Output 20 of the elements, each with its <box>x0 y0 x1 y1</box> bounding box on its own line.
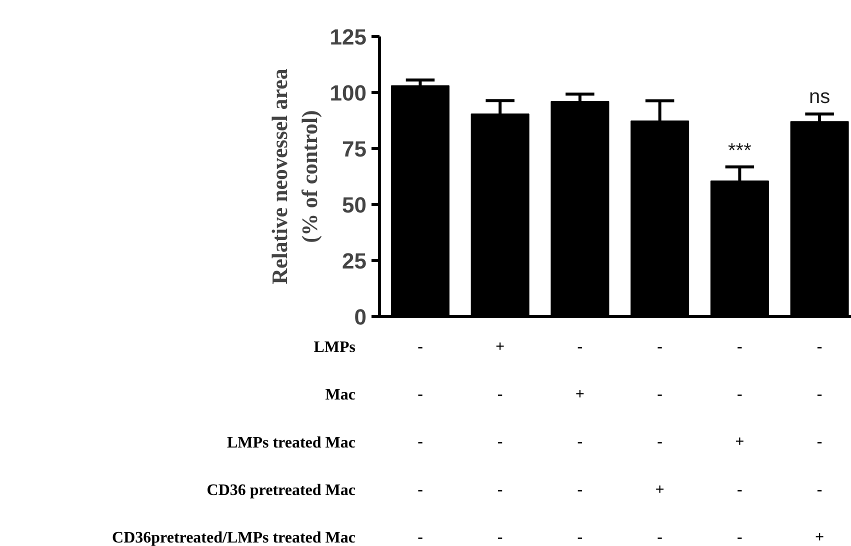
y-tick-label: 125 <box>330 24 367 50</box>
text: Mac <box>325 386 356 404</box>
y-axis-title: Relative neovessel area (% of control) <box>266 68 322 284</box>
category-label: - - - - - <box>418 338 423 546</box>
y-tick-label: 0 <box>354 304 367 330</box>
category-label: - + - - - <box>575 338 585 546</box>
category-label: - - + - - <box>735 338 744 546</box>
y-tick-label: 50 <box>342 192 367 218</box>
annotation: ns <box>808 86 830 108</box>
y-tick-label: 25 <box>342 248 367 274</box>
category-label: - - - + - <box>655 338 664 546</box>
y-tick-label: 75 <box>342 136 367 162</box>
text: CD36 pretreated Mac <box>206 482 356 500</box>
text: LMPs treated Mac <box>226 434 356 452</box>
annotation: *** <box>728 140 752 162</box>
text: LMPs <box>314 338 356 356</box>
text: CD36pretreated/LMPs treated Mac <box>112 530 356 546</box>
category-label: + - - - - <box>496 338 505 546</box>
category-label: - - - - + <box>814 338 824 546</box>
y-tick-label: 100 <box>330 80 367 106</box>
